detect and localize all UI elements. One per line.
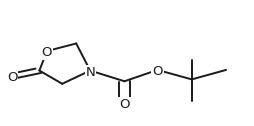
Text: O: O — [7, 71, 18, 84]
Text: O: O — [42, 46, 52, 59]
Text: O: O — [152, 65, 163, 78]
Text: N: N — [85, 66, 95, 78]
Text: O: O — [119, 98, 130, 111]
